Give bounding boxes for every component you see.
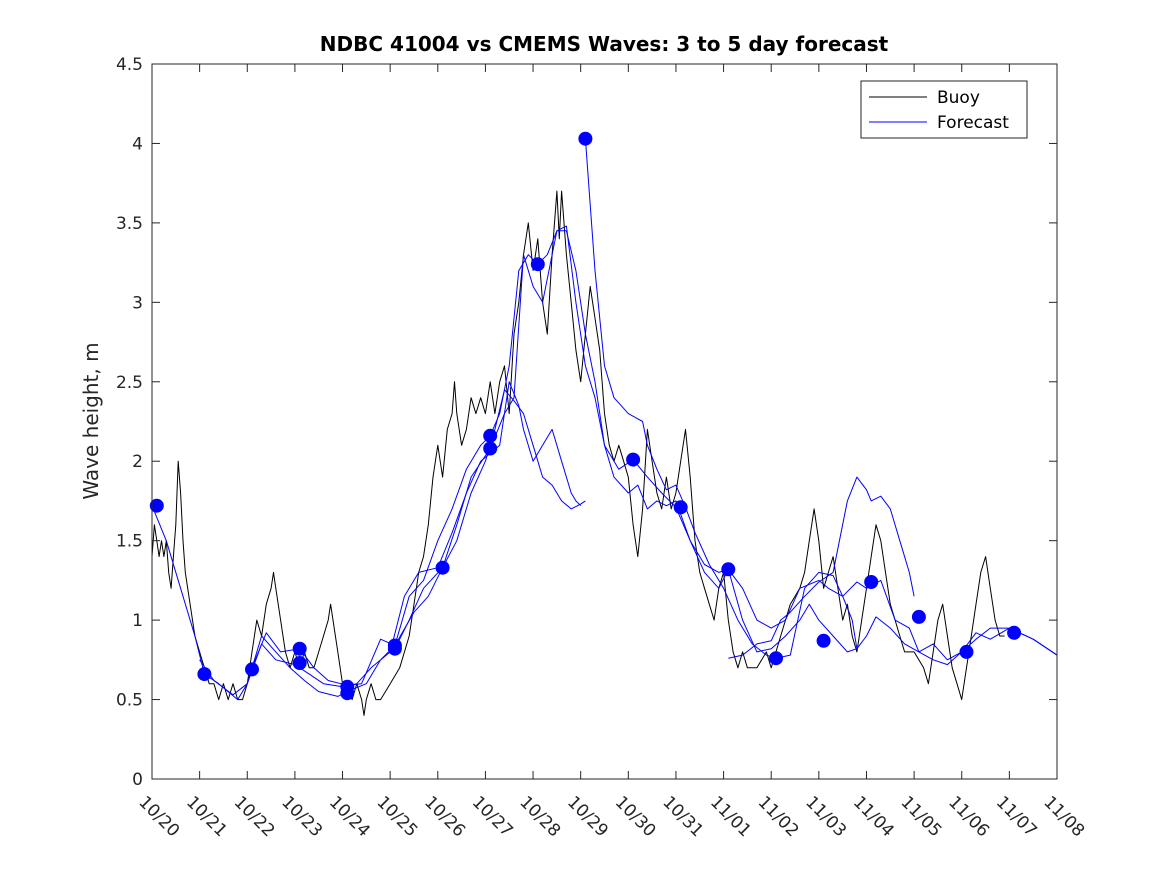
forecast-marker-0 (149, 498, 164, 513)
forecast-series-line-6 (728, 476, 915, 659)
y-tick-label: 1.5 (116, 532, 143, 552)
forecast-marker-17 (769, 651, 783, 666)
forecast-marker-22 (1007, 625, 1022, 640)
forecast-marker-4 (292, 656, 307, 670)
y-tick-label: 3 (132, 293, 143, 313)
forecast-series-line-4 (394, 225, 1058, 666)
y-tick-label: 3.5 (116, 214, 143, 234)
legend-label-buoy: Buoy (937, 88, 980, 108)
y-tick-label: 2.5 (116, 373, 143, 393)
forecast-marker-9 (435, 560, 450, 575)
y-tick-label: 2 (132, 452, 143, 472)
forecast-series-line-3 (251, 230, 1058, 686)
y-tick-label: 1 (132, 611, 143, 631)
plot-area (152, 64, 1057, 779)
forecast-marker-8 (387, 641, 402, 656)
forecast-marker-18 (816, 633, 831, 648)
y-tick-label: 0.5 (116, 691, 143, 711)
marker-layer (149, 131, 1022, 701)
forecast-marker-21 (959, 644, 974, 659)
y-tick-label: 0 (132, 770, 143, 790)
forecast-marker-13 (578, 131, 593, 146)
forecast-series-line-5 (584, 138, 858, 659)
forecast-marker-3 (292, 641, 307, 656)
y-tick-label: 4 (132, 134, 143, 154)
forecast-marker-6 (340, 686, 355, 701)
forecast-marker-14 (626, 452, 641, 467)
forecast-marker-20 (911, 609, 926, 624)
forecast-marker-16 (721, 562, 736, 577)
y-axis: 0 0.5 1 1.5 2 2.5 3 3.5 4 4.5 (116, 55, 1057, 790)
forecast-marker-19 (864, 575, 879, 589)
legend: Buoy Forecast (860, 80, 1028, 139)
legend-label-forecast: Forecast (937, 113, 1009, 133)
y-axis-label: Wave height, m (79, 342, 103, 499)
plot-frame (151, 63, 1058, 780)
forecast-marker-15 (673, 500, 688, 515)
forecast-marker-1 (197, 667, 212, 682)
legend-box (860, 80, 1028, 139)
forecast-marker-11 (483, 441, 498, 456)
forecast-marker-10 (483, 428, 498, 443)
y-tick-label: 4.5 (116, 55, 143, 75)
forecast-marker-12 (530, 257, 545, 272)
forecast-marker-2 (245, 662, 259, 677)
chart-title: NDBC 41004 vs CMEMS Waves: 3 to 5 day fo… (320, 32, 889, 56)
